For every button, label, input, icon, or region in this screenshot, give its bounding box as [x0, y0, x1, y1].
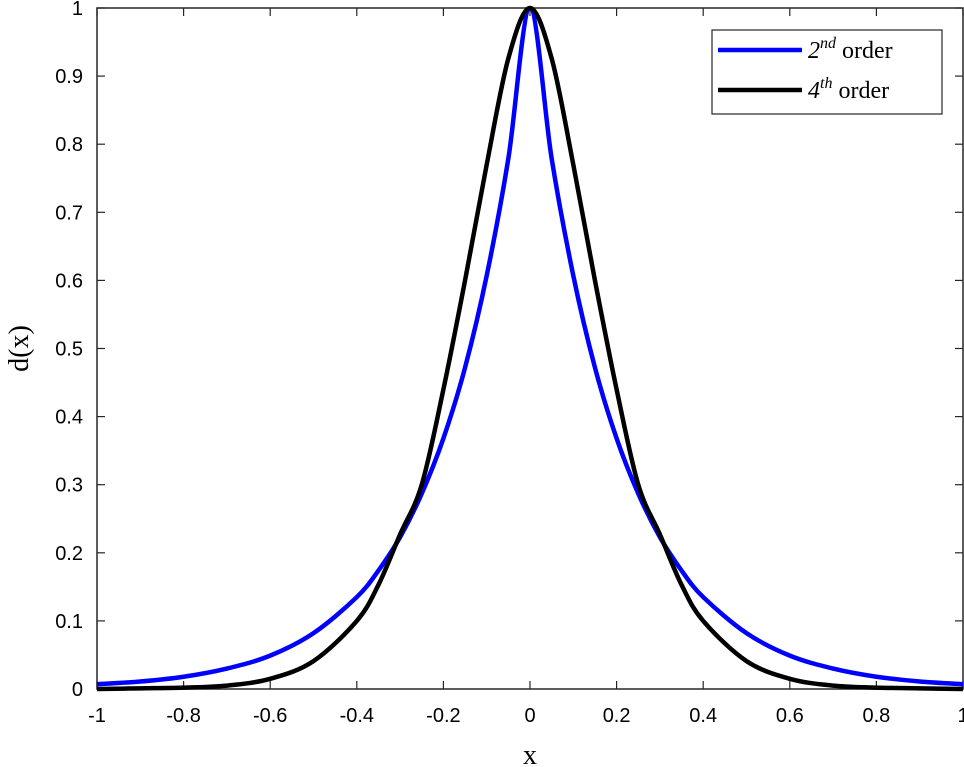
legend-box	[711, 29, 943, 115]
x-axis-title: x	[523, 740, 537, 767]
x-tick-label: -0.4	[340, 705, 374, 727]
x-axis-ticks: -1 -0.8 -0.6 -0.4 -0.2 0 0.2 0.4 0.6 0.8 1	[88, 8, 964, 727]
x-tick-label: -0.6	[253, 705, 287, 727]
legend-order-number: 2	[808, 38, 820, 64]
series-lines	[96, 5, 964, 692]
x-tick-label: 0.4	[689, 705, 717, 727]
y-axis-title: d(x)	[4, 325, 35, 372]
y-axis-ticks: 0 0.1 0.2 0.3 0.4 0.5 0.6 0.7 0.8 0.9 1	[55, 0, 963, 701]
y-tick-label: 0.9	[55, 66, 83, 88]
y-tick-label: 0.4	[55, 407, 83, 429]
y-tick-label: 0.6	[55, 270, 83, 292]
y-tick-label: 0	[72, 679, 83, 701]
x-tick-label: 0.6	[776, 705, 804, 727]
legend-label-2: 4th order	[808, 75, 889, 104]
y-tick-label: 0.8	[55, 134, 83, 156]
series-line-2	[96, 5, 964, 692]
x-tick-label: -1	[88, 705, 106, 727]
x-tick-label: 0	[524, 705, 535, 727]
y-tick-label: 0.3	[55, 475, 83, 497]
y-tick-label: 0.2	[55, 543, 83, 565]
legend-order-word: order	[842, 38, 893, 64]
legend-order-suffix: nd	[820, 35, 837, 52]
y-tick-label: 0.1	[55, 611, 83, 633]
legend-order-number: 4	[808, 78, 820, 104]
legend-order-suffix: th	[820, 75, 832, 92]
x-tick-label: 1	[957, 705, 964, 727]
legend-label-1: 2nd order	[808, 35, 893, 64]
legend-order-word: order	[838, 78, 889, 104]
y-tick-label: 0.5	[55, 339, 83, 361]
x-tick-label: 0.2	[603, 705, 631, 727]
plot-area: -1 -0.8 -0.6 -0.4 -0.2 0 0.2 0.4 0.6 0.8 1 0 0.1 0.2…	[55, 0, 964, 727]
y-tick-label: 1	[72, 0, 83, 20]
y-tick-label: 0.7	[55, 202, 83, 224]
x-tick-label: -0.2	[426, 705, 460, 727]
x-tick-label: -0.8	[166, 705, 200, 727]
x-tick-label: 0.8	[862, 705, 890, 727]
